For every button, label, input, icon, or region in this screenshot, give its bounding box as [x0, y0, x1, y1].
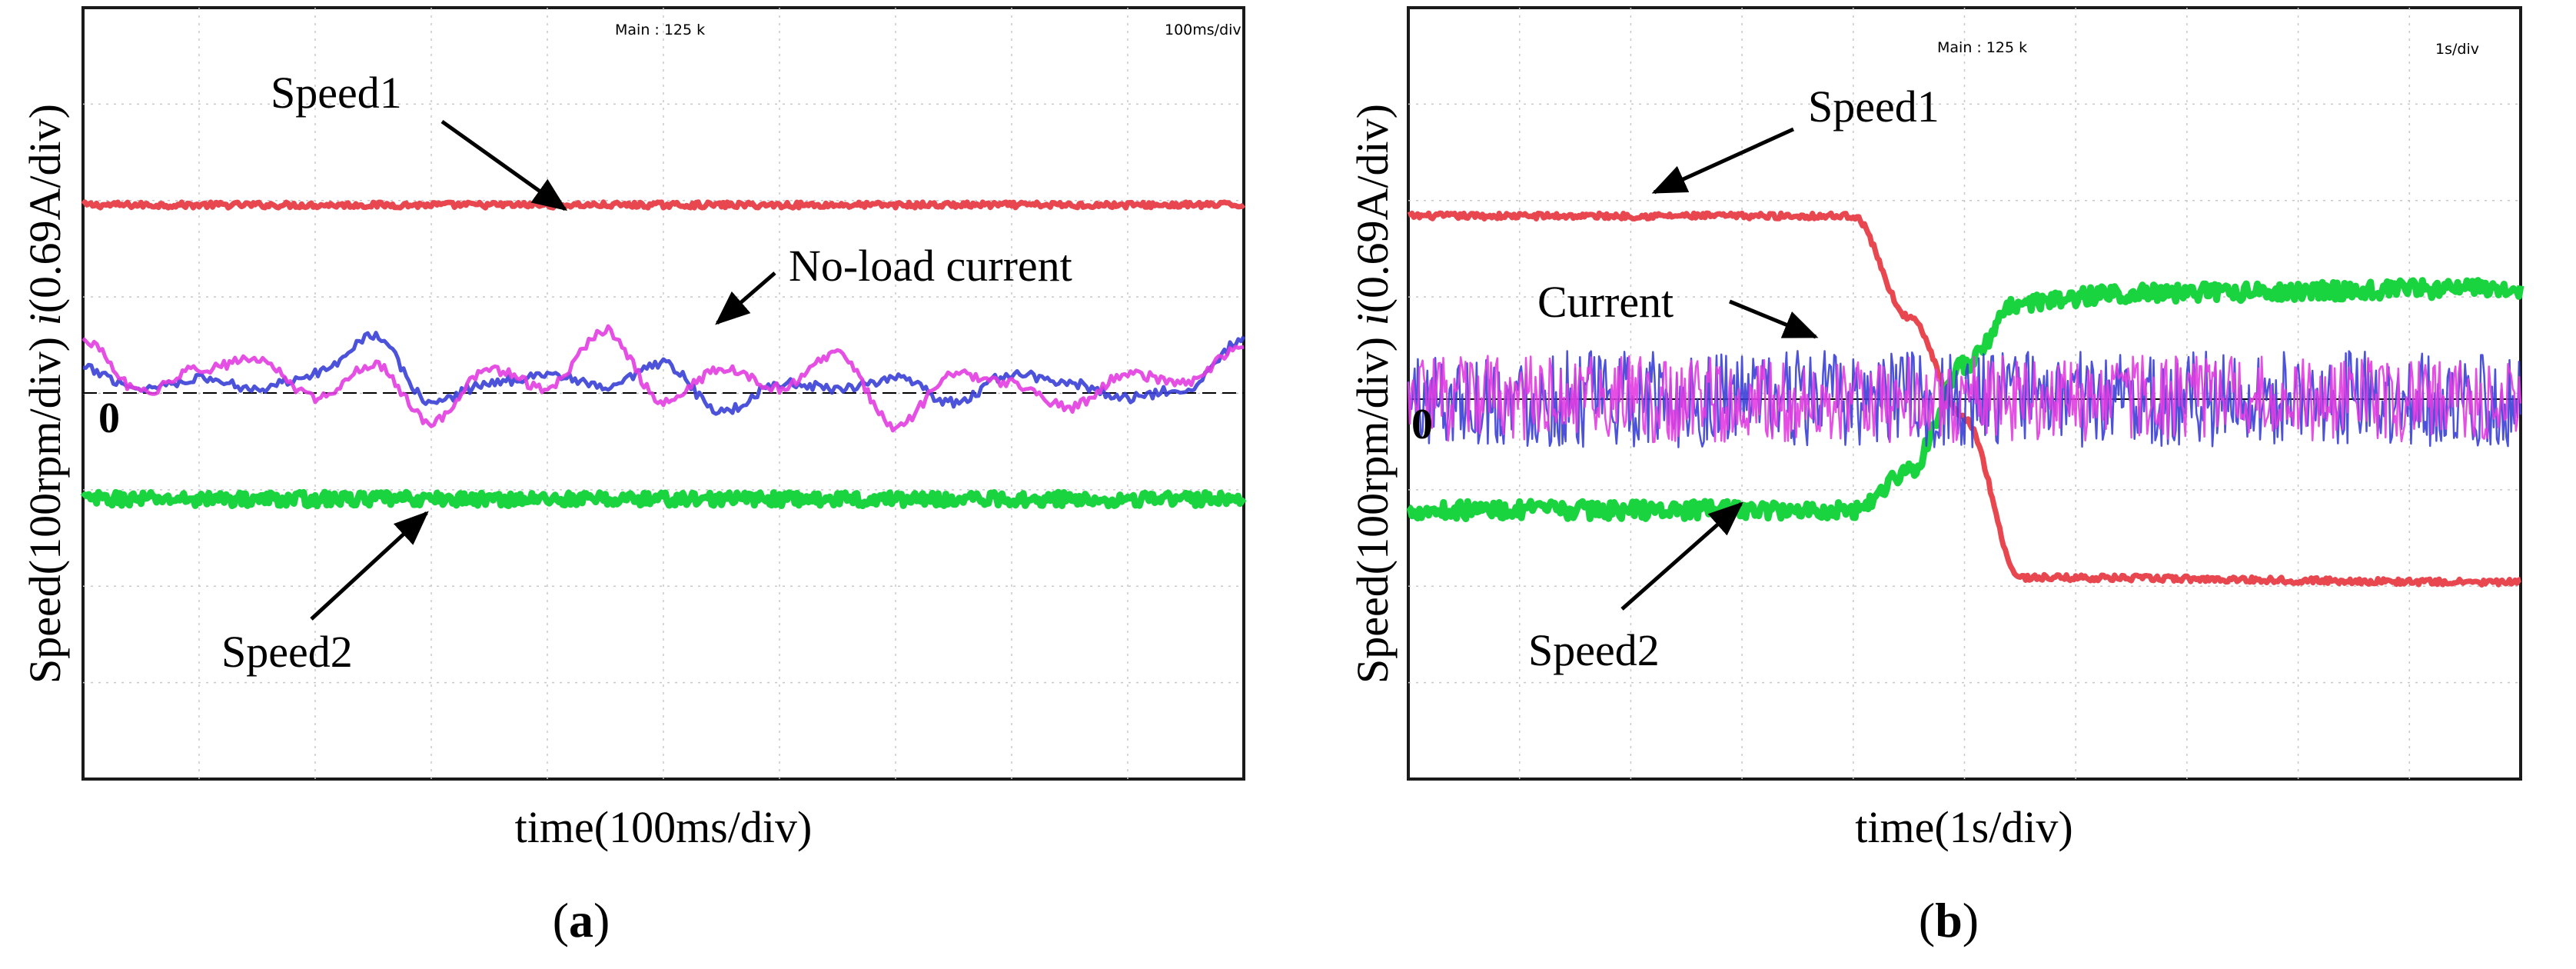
series-speed2-b	[1406, 277, 2524, 522]
y-axis-label-a: Speed(100rpm/div) i(0.69A/div)	[20, 104, 70, 684]
scope-header-left-a: Main : 125 k	[615, 22, 705, 38]
scope-header-right-b: 1s/div	[2435, 41, 2479, 58]
annotation-speed2-a: Speed2	[221, 627, 353, 677]
panel-label-a: (a)	[553, 893, 610, 947]
series-current-phase-b-b	[1407, 355, 2522, 444]
x-axis-label-a: time(100ms/div)	[515, 802, 813, 852]
zero-label-a: 0	[98, 395, 120, 442]
arrow-current-a	[715, 271, 776, 325]
annotation-speed1-a: Speed1	[271, 68, 402, 118]
curves-a	[80, 199, 1247, 510]
annotation-speed1-b: Speed1	[1808, 82, 1939, 132]
zero-label-b: 0	[1411, 401, 1433, 448]
y-axis-label-b: Speed(100rpm/div) i(0.69A/div)	[1348, 104, 1398, 684]
curves-b	[1406, 210, 2524, 588]
arrow-speed1-a	[440, 119, 568, 211]
panel-a: Main : 125 k 100ms/div 0 Speed1 No-load …	[20, 6, 1247, 947]
arrow-speed2-b	[1620, 501, 1743, 611]
annotation-current-a: No-load current	[789, 241, 1072, 291]
scope-header-right-a: 100ms/div	[1165, 22, 1241, 38]
series-current-phase-b-a	[81, 324, 1245, 433]
annotation-current-b: Current	[1537, 277, 1674, 327]
annotation-speed2-b: Speed2	[1528, 625, 1660, 675]
series-current-phase-a-a	[82, 331, 1246, 416]
series-speed1-a	[81, 199, 1246, 211]
series-speed2-a	[80, 488, 1247, 510]
panel-b: Main : 125 k 1s/div 0 Speed1 Current Spe…	[1348, 6, 2524, 947]
arrow-speed1-b	[1651, 127, 1795, 195]
scope-header-left-b: Main : 125 k	[1937, 39, 2027, 56]
arrow-current-b	[1729, 299, 1819, 339]
panel-label-b: (b)	[1919, 893, 1979, 947]
x-axis-label-b: time(1s/div)	[1855, 802, 2073, 852]
arrow-speed2-a	[310, 511, 429, 621]
